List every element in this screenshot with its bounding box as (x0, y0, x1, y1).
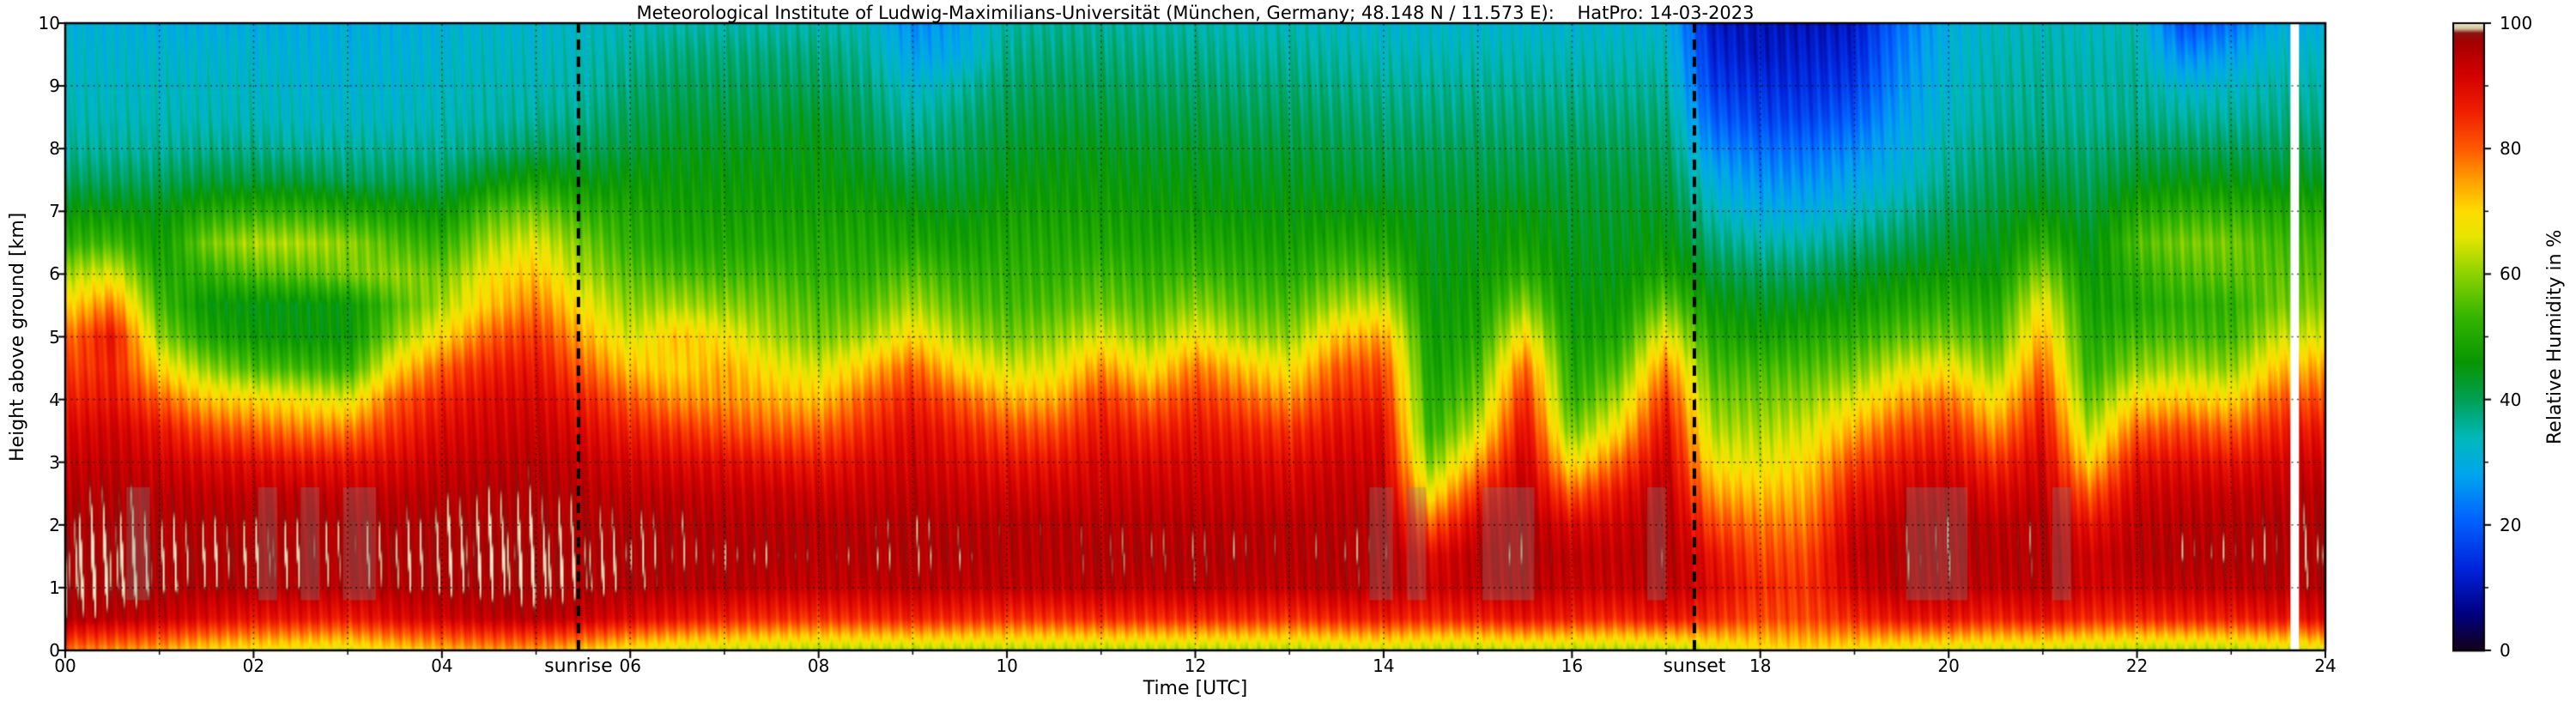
colorbar-label: Relative Humidity in % (2544, 229, 2566, 444)
y-tick-label: 5 (49, 326, 60, 347)
y-tick-label: 10 (38, 13, 60, 33)
sun-event-label: sunrise (544, 656, 613, 677)
sun-event-label: sunset (1663, 656, 1726, 677)
colorbar-tick-label: 80 (2500, 138, 2522, 160)
y-tick-label: 8 (49, 138, 60, 160)
colorbar-tick-label: 0 (2500, 640, 2511, 661)
x-tick-label: 10 (996, 656, 1018, 676)
colorbar-tick-label: 40 (2500, 389, 2522, 410)
x-tick-label: 12 (1184, 656, 1207, 676)
x-tick-label: 18 (1749, 656, 1772, 676)
colorbar (2452, 15, 2497, 659)
plot-grid-overlay-canvas (57, 15, 2334, 659)
x-tick-label: 06 (619, 656, 641, 676)
y-tick-label: 6 (49, 263, 60, 285)
y-tick-label: 9 (49, 76, 60, 97)
x-axis-label: Time [UTC] (1143, 678, 1248, 699)
x-tick-label: 20 (1937, 656, 1960, 676)
y-tick-label: 3 (49, 451, 60, 473)
colorbar-tick-label: 60 (2500, 263, 2522, 285)
x-tick-label: 00 (54, 656, 76, 676)
x-tick-label: 04 (431, 656, 453, 676)
x-tick-label: 14 (1373, 656, 1395, 676)
colorbar-tick-label: 20 (2500, 514, 2522, 535)
x-tick-label: 22 (2125, 656, 2149, 676)
x-tick-label: 02 (242, 656, 265, 676)
y-tick-label: 7 (49, 201, 60, 222)
y-tick-label: 0 (49, 640, 60, 661)
colorbar-tick-label: 100 (2500, 13, 2533, 33)
x-tick-label: 16 (1561, 656, 1584, 676)
y-tick-label: 4 (49, 389, 60, 410)
x-tick-label: 24 (2314, 656, 2337, 676)
y-tick-label: 1 (49, 577, 60, 598)
x-tick-label: 08 (807, 656, 830, 676)
y-tick-label: 2 (49, 514, 60, 535)
